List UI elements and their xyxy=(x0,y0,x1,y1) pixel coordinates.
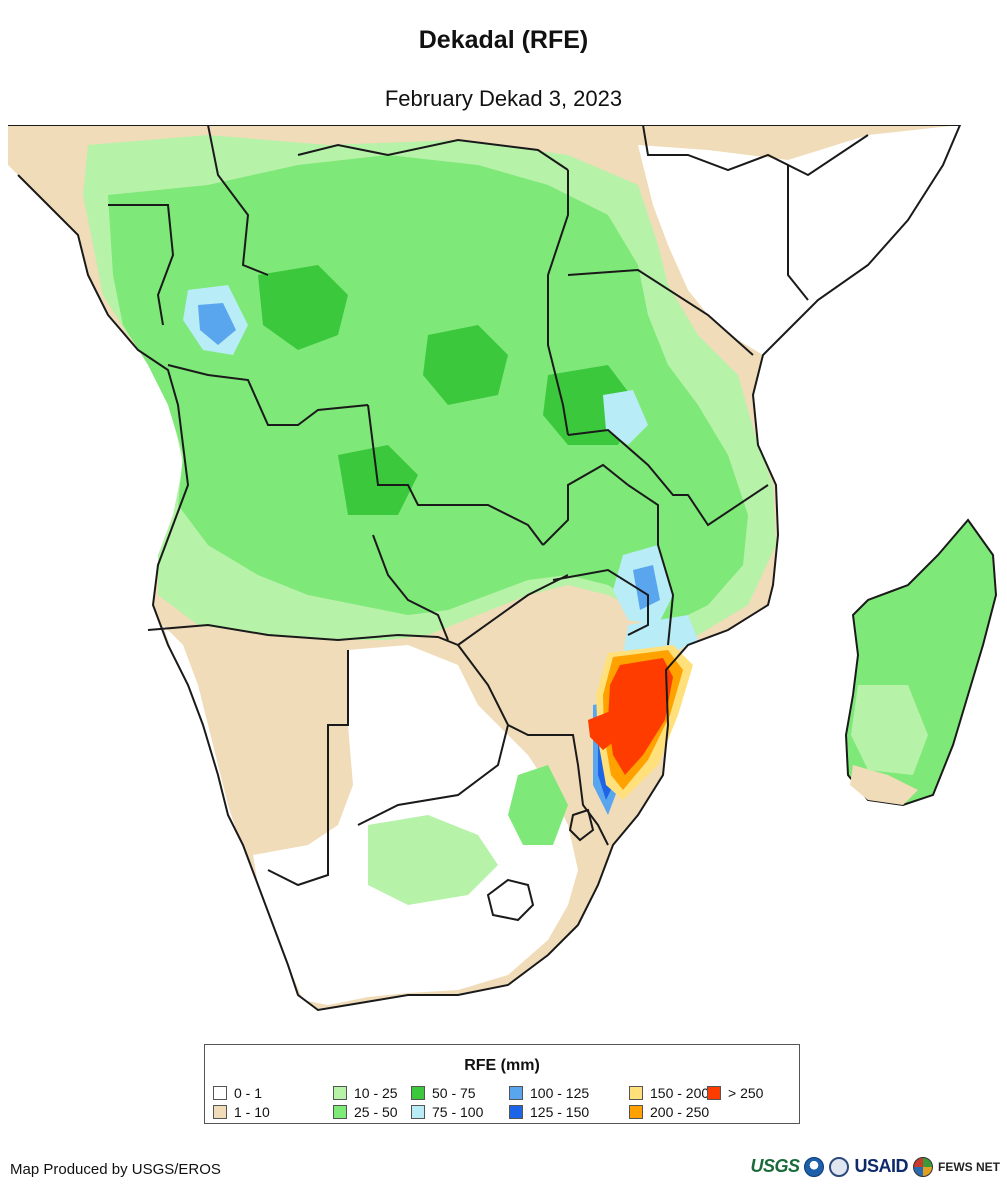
dark-green-patch-2 xyxy=(423,325,508,405)
usgs-logo: USGS xyxy=(750,1156,800,1176)
red-moz xyxy=(608,658,673,775)
noaa-logo-icon xyxy=(804,1156,825,1177)
legend-label: 50 - 75 xyxy=(432,1085,476,1101)
dry-horn xyxy=(638,125,960,355)
map-subtitle: February Dekad 3, 2023 xyxy=(384,86,623,111)
dark-green-patch-1 xyxy=(258,265,348,350)
legend-item: 150 - 200 xyxy=(629,1085,709,1101)
blue-patch-moz-coast xyxy=(623,615,698,660)
legend-swatch xyxy=(333,1105,347,1119)
legend-swatch xyxy=(509,1086,523,1100)
legend-item: 200 - 250 xyxy=(629,1104,709,1120)
map-title: Dekadal (RFE) xyxy=(418,26,589,54)
legend-label: 150 - 200 xyxy=(650,1085,710,1101)
legend-item: 0 - 1 xyxy=(213,1085,262,1101)
mid-green-congo xyxy=(108,155,748,625)
mid-green-southafrica xyxy=(368,815,498,905)
legend-label: 0 - 1 xyxy=(234,1085,263,1101)
legend-box: RFE (mm) 0 - 1 1 - 10 10 - 25 25 - 50 50 - 7… xyxy=(204,1044,800,1124)
legend-item: 125 - 150 xyxy=(509,1104,589,1120)
legend-item: 10 - 25 xyxy=(333,1085,398,1101)
legend-label: 1 - 10 xyxy=(234,1104,270,1120)
logo-strip: USGS USAID FEWS NET xyxy=(750,1156,1000,1177)
seal-logo-icon xyxy=(829,1156,850,1177)
legend-swatch xyxy=(629,1086,643,1100)
legend-item: 100 - 125 xyxy=(509,1085,589,1101)
mid-green-southafrica-2 xyxy=(508,765,568,845)
madagascar-light-green xyxy=(851,685,928,775)
eswatini-border xyxy=(568,808,595,842)
legend-label: > 250 xyxy=(728,1085,764,1101)
legend-swatch xyxy=(333,1086,347,1100)
legend-swatch xyxy=(213,1105,227,1119)
legend-label: 200 - 250 xyxy=(650,1104,710,1120)
usaid-logo: USAID xyxy=(854,1156,908,1176)
legend-swatch xyxy=(707,1086,721,1100)
legend-item: 1 - 10 xyxy=(213,1104,270,1120)
legend-swatch xyxy=(509,1105,523,1119)
lesotho-border xyxy=(486,878,535,922)
blue-mid-malawi xyxy=(633,565,660,610)
country-borders xyxy=(8,125,962,1012)
legend-label: 10 - 25 xyxy=(354,1085,398,1101)
rainfall-map xyxy=(8,125,1000,1025)
red-moz-west xyxy=(588,710,616,750)
madagascar-south-tan xyxy=(850,765,918,805)
legend-label: 75 - 100 xyxy=(432,1104,484,1120)
legend-item: 75 - 100 xyxy=(411,1104,483,1120)
legend-label: 100 - 125 xyxy=(530,1085,590,1101)
fews-net-logo-icon xyxy=(913,1156,933,1177)
legend-item: 25 - 50 xyxy=(333,1104,398,1120)
blue-mid-gabon xyxy=(198,303,236,345)
legend-label: 125 - 150 xyxy=(530,1104,590,1120)
fews-net-logo: FEWS NET xyxy=(938,1159,1000,1174)
legend-swatch xyxy=(411,1105,425,1119)
legend-label: 25 - 50 xyxy=(354,1104,398,1120)
legend-swatch xyxy=(629,1105,643,1119)
legend-item: > 250 xyxy=(707,1085,763,1101)
map-credit: Map Produced by USGS/EROS xyxy=(10,1161,221,1178)
legend-item: 50 - 75 xyxy=(411,1085,476,1101)
legend-title: RFE (mm) xyxy=(464,1057,540,1074)
blue-patch-lakes xyxy=(603,390,648,445)
legend-swatch xyxy=(213,1086,227,1100)
legend-swatch xyxy=(411,1086,425,1100)
